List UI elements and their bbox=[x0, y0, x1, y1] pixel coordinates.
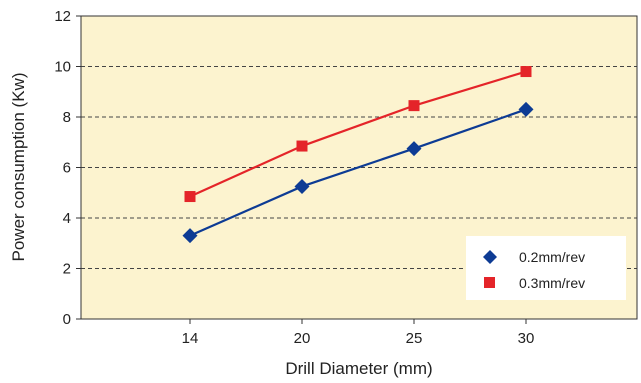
data-point-diamond bbox=[294, 178, 310, 194]
data-point-square bbox=[184, 191, 196, 203]
data-point-diamond bbox=[518, 101, 534, 117]
y-tick-label: 4 bbox=[63, 210, 71, 227]
x-tick-label: 30 bbox=[518, 330, 535, 347]
y-tick-label: 2 bbox=[63, 261, 71, 278]
data-point-diamond bbox=[406, 141, 422, 157]
x-axis-ticks: 14 20 25 30 bbox=[182, 319, 535, 347]
legend-label-series-1: 0.2mm/rev bbox=[519, 249, 585, 265]
y-tick-label: 0 bbox=[63, 311, 71, 328]
series-line-1 bbox=[189, 108, 527, 237]
series-layer bbox=[182, 66, 534, 244]
legend-label-series-2: 0.3mm/rev bbox=[519, 275, 585, 291]
y-axis-title: Power consumption (Kw) bbox=[9, 73, 28, 262]
y-tick-label: 6 bbox=[63, 160, 71, 177]
y-tick-label: 12 bbox=[54, 8, 71, 25]
legend-marker-diamond bbox=[483, 250, 497, 264]
y-tick-label: 8 bbox=[63, 109, 71, 126]
x-tick-label: 14 bbox=[182, 330, 199, 347]
legend-box bbox=[466, 236, 626, 300]
data-point-diamond bbox=[182, 228, 198, 244]
data-point-square bbox=[520, 66, 532, 78]
data-point-square bbox=[296, 140, 308, 152]
data-point-square bbox=[408, 100, 420, 112]
legend-marker-square bbox=[484, 277, 495, 288]
y-axis-ticks: 0 2 4 6 8 10 12 bbox=[54, 8, 81, 328]
x-tick-label: 20 bbox=[294, 330, 311, 347]
x-tick-label: 25 bbox=[406, 330, 423, 347]
series-line-2 bbox=[189, 70, 527, 198]
y-tick-label: 10 bbox=[54, 59, 71, 76]
x-axis-title: Drill Diameter (mm) bbox=[285, 359, 432, 378]
legend: 0.2mm/rev 0.3mm/rev bbox=[466, 236, 626, 300]
